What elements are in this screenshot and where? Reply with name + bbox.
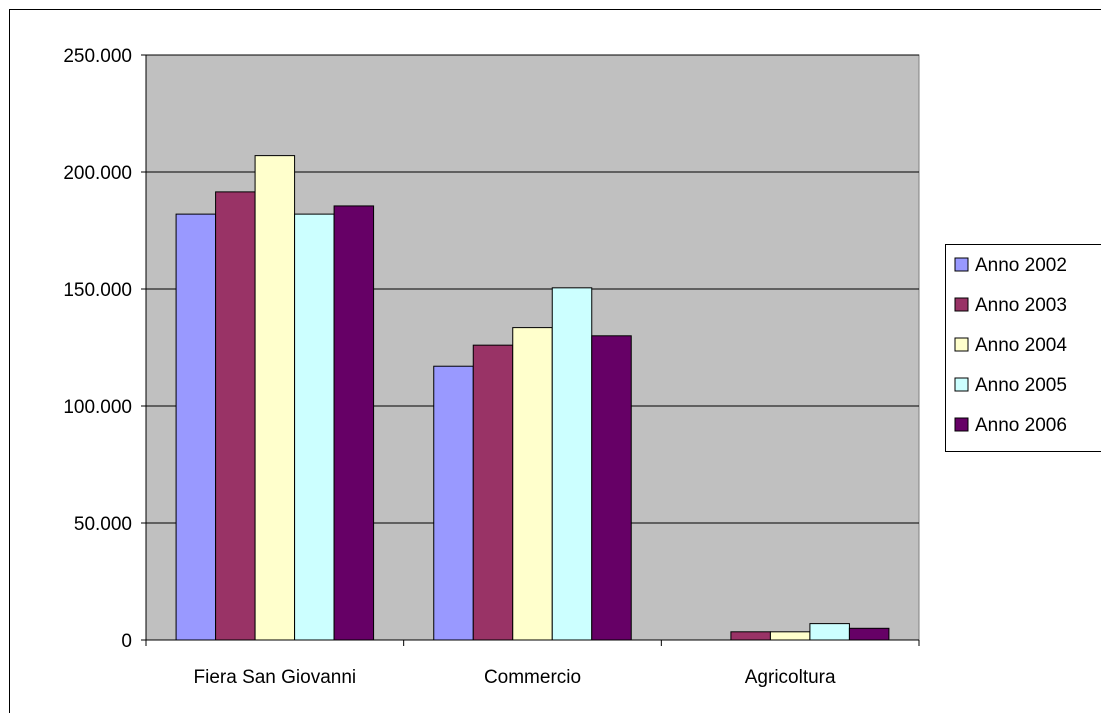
- bar-anno-2006: [849, 628, 889, 640]
- legend-label: Anno 2006: [975, 415, 1067, 436]
- y-tick-label: 150.000: [63, 280, 132, 301]
- bar-anno-2005: [552, 288, 592, 640]
- bar-anno-2003: [731, 632, 771, 640]
- legend: Anno 2002 Anno 2003 Anno 2004 Anno 2005 Anno…: [946, 245, 1101, 452]
- legend-label: Anno 2003: [975, 295, 1067, 316]
- y-tick-label: 200.000: [63, 163, 132, 184]
- y-tick-label: 50.000: [74, 514, 132, 535]
- bar-anno-2004: [513, 328, 553, 640]
- x-tick-label: Commercio: [484, 667, 581, 688]
- bar-anno-2003: [216, 192, 256, 640]
- legend-label: Anno 2002: [975, 255, 1067, 276]
- bar-anno-2006: [592, 336, 632, 640]
- y-tick-label: 0: [121, 631, 132, 652]
- y-tick-label: 100.000: [63, 397, 132, 418]
- x-tick-label: Agricoltura: [745, 667, 836, 688]
- bar-anno-2003: [473, 345, 513, 640]
- bar-anno-2005: [295, 214, 335, 640]
- legend-swatch: [955, 378, 968, 391]
- y-tick-label: 250.000: [63, 46, 132, 67]
- bar-anno-2004: [770, 632, 810, 640]
- bar-anno-2005: [810, 624, 850, 640]
- legend-swatch: [955, 298, 968, 311]
- legend-label: Anno 2005: [975, 375, 1067, 396]
- bar-anno-2006: [334, 206, 374, 640]
- legend-swatch: [955, 418, 968, 431]
- bar-anno-2002: [176, 214, 216, 640]
- bar-anno-2004: [255, 156, 294, 640]
- legend-swatch: [955, 338, 968, 351]
- legend-label: Anno 2004: [975, 335, 1067, 356]
- bar-anno-2002: [434, 366, 474, 640]
- legend-swatch: [955, 258, 968, 271]
- x-tick-label: Fiera San Giovanni: [194, 667, 357, 688]
